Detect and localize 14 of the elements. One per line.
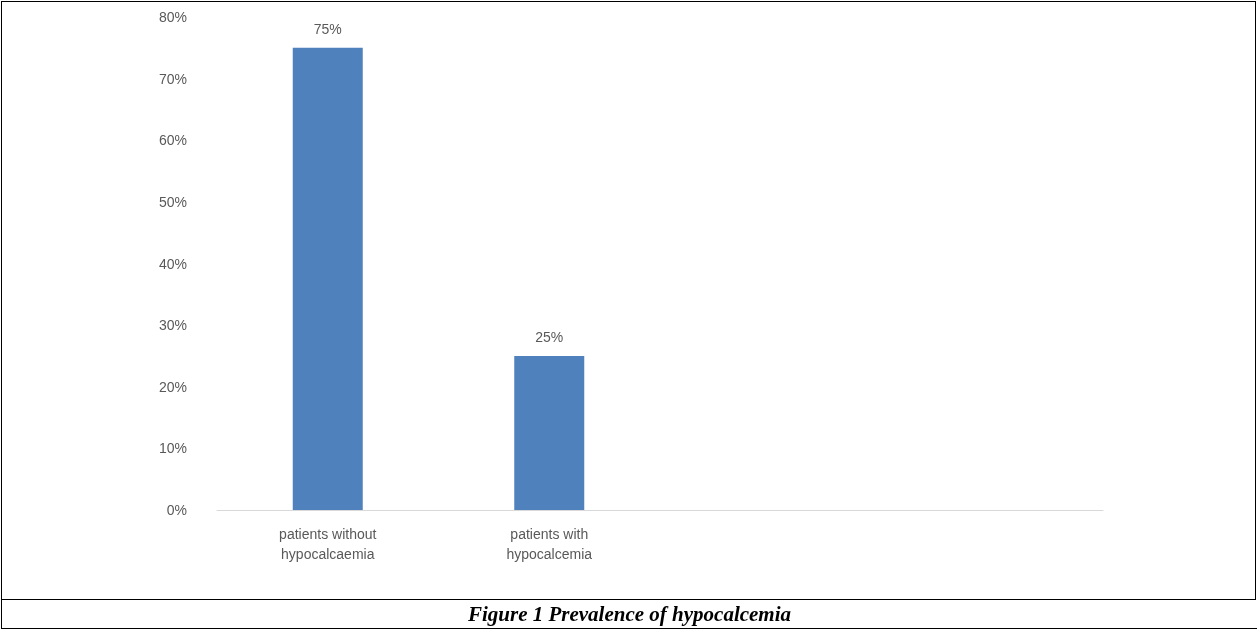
y-tick-label: 30% — [158, 317, 187, 334]
y-tick-label: 50% — [158, 193, 187, 210]
y-tick-label: 40% — [158, 255, 187, 272]
text: Figure 1 Prevalence of hypocalcemia — [1, 600, 1257, 629]
y-tick-label: 70% — [158, 70, 187, 87]
y-tick-label: 0% — [166, 502, 187, 518]
data-label: 25% — [535, 328, 564, 345]
y-tick-label: 80% — [158, 9, 187, 25]
x-tick-label: patients without hypocalcaemia — [279, 526, 377, 562]
y-tick-label: 60% — [158, 132, 187, 149]
data-label: 75% — [313, 20, 342, 37]
x-tick-label: patients with hypocalcemia — [506, 526, 593, 562]
y-tick-label: 20% — [158, 378, 187, 395]
y-tick-label: 10% — [158, 440, 187, 457]
